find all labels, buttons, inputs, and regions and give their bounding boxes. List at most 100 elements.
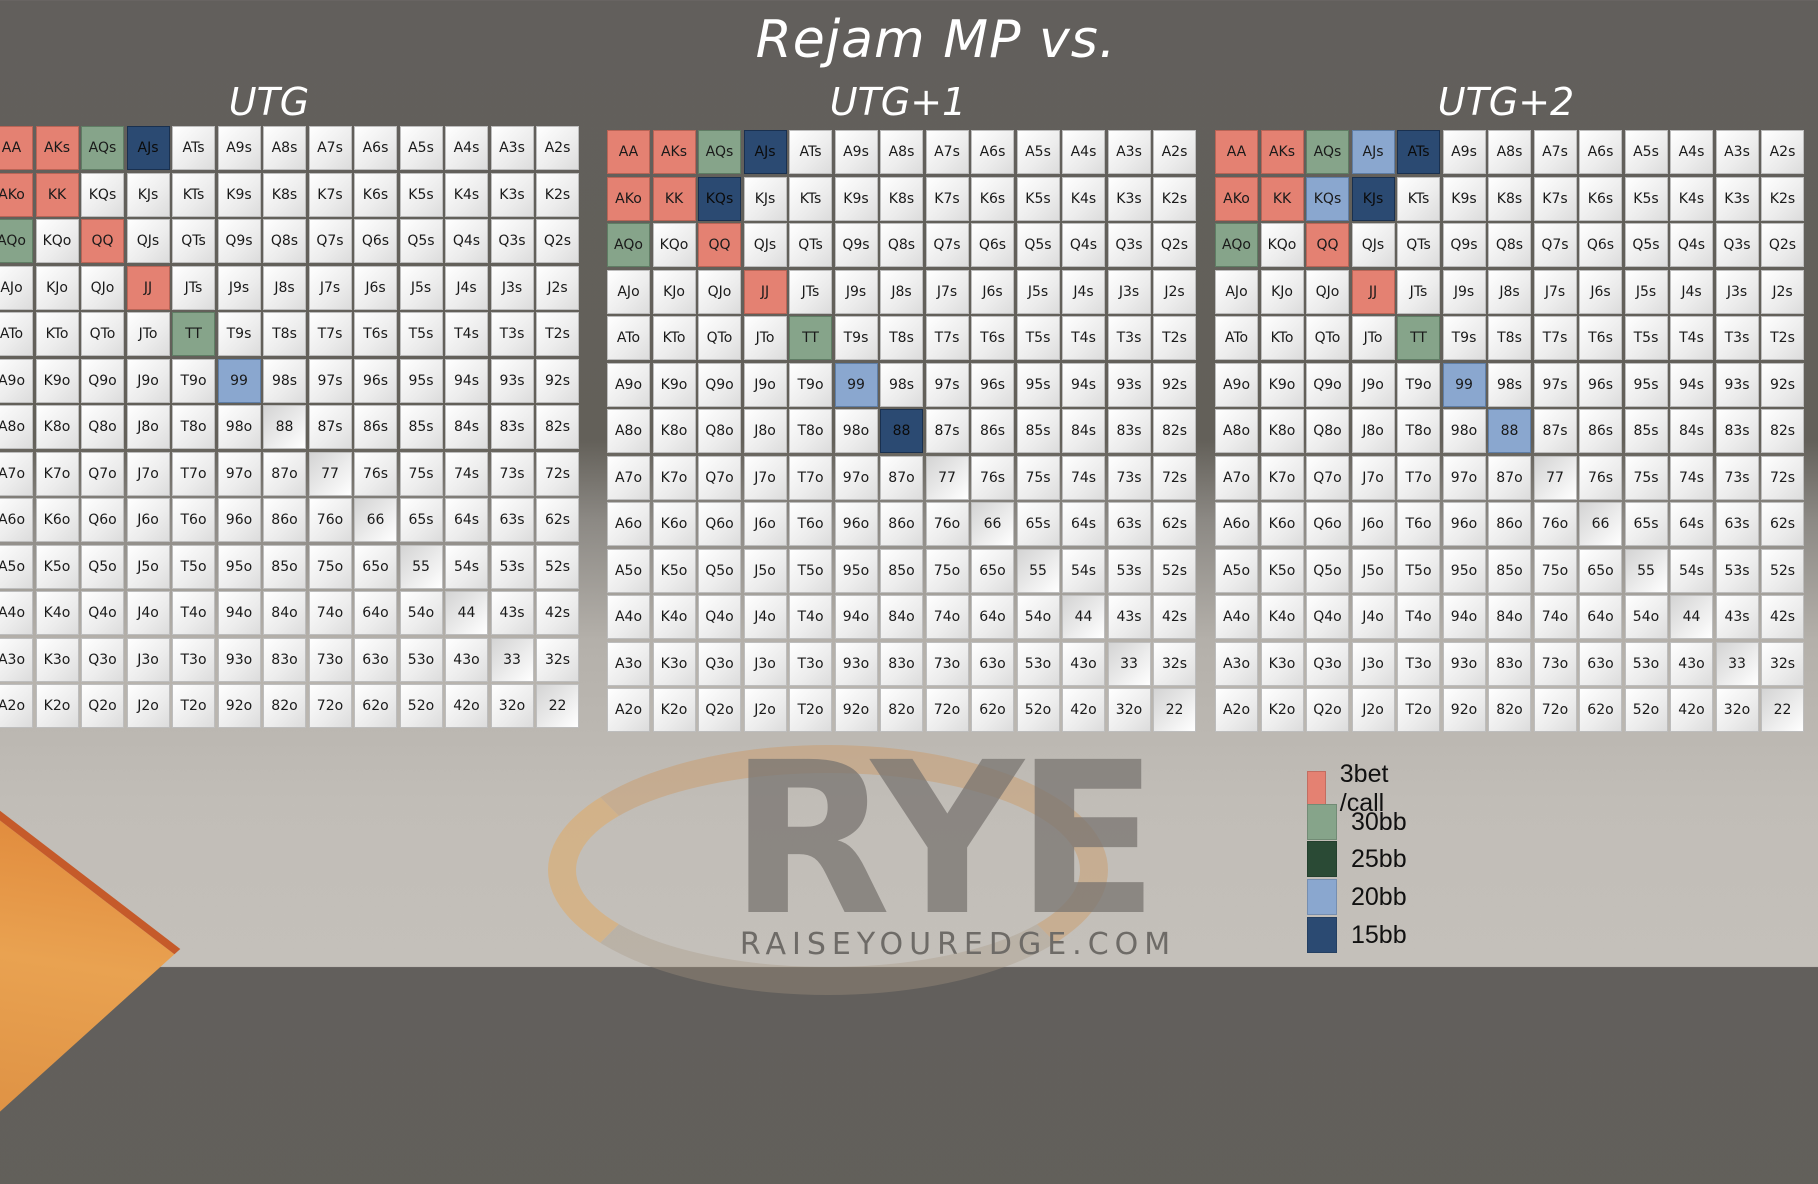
hand-cell: T2s	[1761, 316, 1804, 360]
hand-cell: K6o	[35, 498, 79, 542]
hand-cell: 96s	[971, 362, 1014, 407]
hand-cell: 54o	[1624, 595, 1668, 639]
hand-cell: Q2s	[536, 219, 579, 263]
hand-cell: 43s	[1715, 595, 1759, 639]
hand-cell: 87s	[1533, 409, 1577, 453]
hand-cell: 75s	[1016, 455, 1060, 500]
hand-cell: 42o	[445, 684, 488, 728]
hand-cell: 97s	[1533, 362, 1577, 407]
hand-cell: 96o	[834, 502, 878, 546]
hand-cell: 22	[1153, 688, 1196, 732]
legend-swatch	[1307, 841, 1337, 877]
hand-cell: 99	[1442, 362, 1486, 407]
legend-item-25bb: 25bb	[1307, 841, 1407, 877]
hand-cell: TT	[789, 316, 832, 360]
hand-cell: 33	[1715, 641, 1759, 686]
hand-cell: 43s	[1107, 595, 1151, 639]
hand-cell: T7s	[308, 312, 352, 356]
hand-cell: A2s	[1153, 130, 1196, 174]
hand-cell: A6s	[1579, 130, 1622, 174]
hand-cell: J7o	[126, 451, 170, 496]
hand-cell: T8s	[263, 312, 306, 356]
hand-cell: 52s	[1153, 548, 1196, 593]
hand-cell: AKo	[607, 176, 650, 221]
hand-cell: 99	[217, 358, 261, 403]
hand-cell: 72s	[536, 451, 579, 496]
hand-cell: J9o	[126, 358, 170, 403]
hand-cell: T5s	[399, 312, 443, 356]
hand-cell: T6o	[172, 498, 215, 542]
hand-cell: 92o	[217, 684, 261, 728]
hand-cell: K4o	[652, 595, 696, 639]
hand-cell: 65o	[971, 548, 1014, 593]
hand-cell: T8o	[789, 409, 832, 453]
hand-cell: 83s	[490, 405, 534, 449]
hand-cell: Q5s	[399, 219, 443, 263]
range-grid-utg1: AA AKs AQs AJs ATs A9s A8s A7s A6s A5s A4s A3s A2s AK…	[607, 130, 1196, 732]
hand-cell: AQo	[1215, 223, 1258, 267]
hand-cell: 22	[536, 684, 579, 728]
hand-cell: 86s	[971, 409, 1014, 453]
hand-cell: 63o	[354, 637, 397, 682]
hand-cell: A8o	[607, 409, 650, 453]
hand-cell: J9s	[217, 265, 261, 310]
hand-cell: 42s	[536, 591, 579, 635]
hand-cell: 96o	[217, 498, 261, 542]
hand-cell: K2s	[1153, 176, 1196, 221]
hand-cell: KJo	[1260, 269, 1304, 314]
hand-cell: T4o	[1397, 595, 1440, 639]
legend-item-15bb: 15bb	[1307, 917, 1407, 953]
hand-cell: T6o	[1397, 502, 1440, 546]
hand-cell: J5o	[1351, 548, 1395, 593]
hand-cell: KTs	[789, 176, 832, 221]
hand-cell: Q8o	[698, 409, 741, 453]
hand-cell: AKo	[0, 172, 33, 217]
hand-cell: T5s	[1016, 316, 1060, 360]
hand-cell: T3o	[789, 641, 832, 686]
hand-cell: QTo	[698, 316, 741, 360]
hand-cell: 64o	[1579, 595, 1622, 639]
hand-cell: A4o	[607, 595, 650, 639]
hand-cell: T5o	[1397, 548, 1440, 593]
hand-cell: 84s	[1062, 409, 1105, 453]
hand-cell: T9o	[1397, 362, 1440, 407]
hand-cell: Q4o	[1306, 595, 1349, 639]
hand-cell: QTo	[81, 312, 124, 356]
hand-cell: 76o	[1533, 502, 1577, 546]
hand-cell: 86s	[354, 405, 397, 449]
hand-cell: 86o	[263, 498, 306, 542]
hand-cell: J8o	[1351, 409, 1395, 453]
hand-cell: A5o	[607, 548, 650, 593]
hand-cell: 96o	[1442, 502, 1486, 546]
hand-cell: A8s	[1488, 130, 1531, 174]
hand-cell: K8s	[880, 176, 923, 221]
hand-cell: T7o	[172, 451, 215, 496]
hand-cell: T6s	[354, 312, 397, 356]
hand-cell: 87o	[880, 455, 923, 500]
hand-cell: 85o	[880, 548, 923, 593]
hand-cell: K6o	[652, 502, 696, 546]
hand-cell: 97o	[1442, 455, 1486, 500]
legend-swatch	[1307, 879, 1337, 915]
hand-cell: K7s	[925, 176, 969, 221]
hand-cell: J4o	[126, 591, 170, 635]
hand-cell: T9o	[789, 362, 832, 407]
hand-cell: 66	[971, 502, 1014, 546]
hand-cell: T2o	[1397, 688, 1440, 732]
hand-cell: 97s	[925, 362, 969, 407]
hand-cell: T2s	[1153, 316, 1196, 360]
legend-label: 15bb	[1351, 920, 1407, 949]
hand-cell: KTs	[1397, 176, 1440, 221]
hand-cell: 75s	[399, 451, 443, 496]
hand-cell: J5o	[126, 544, 170, 589]
hand-cell: 74o	[925, 595, 969, 639]
hand-cell: K5o	[652, 548, 696, 593]
hand-cell: 73o	[1533, 641, 1577, 686]
hand-cell: A8s	[263, 126, 306, 170]
hand-cell: 32o	[1715, 688, 1759, 732]
hand-cell: 76s	[1579, 455, 1622, 500]
hand-cell: A4s	[445, 126, 488, 170]
hand-cell: Q2o	[698, 688, 741, 732]
hand-cell: KTo	[652, 316, 696, 360]
hand-cell: K3s	[1107, 176, 1151, 221]
